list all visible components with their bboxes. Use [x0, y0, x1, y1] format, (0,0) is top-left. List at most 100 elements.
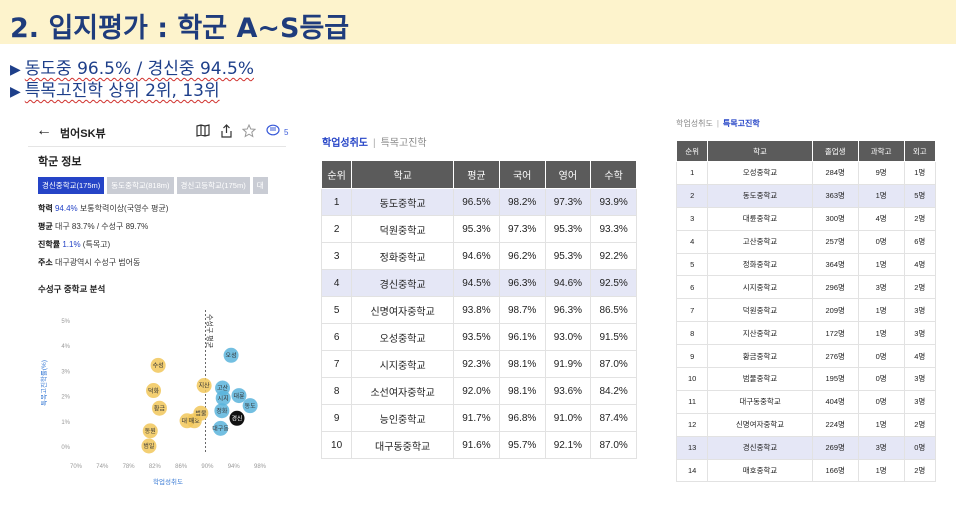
comment-icon[interactable]	[266, 124, 280, 140]
table-cell: 3명	[857, 435, 905, 460]
table-cell: 92.1%	[544, 431, 592, 459]
table-cell: 172명	[811, 321, 859, 346]
tab-special-highschool[interactable]: 특목고진학	[722, 119, 760, 128]
table-cell: 92.2%	[590, 242, 637, 270]
table-cell: 98.1%	[498, 377, 546, 405]
table-cell: 91.5%	[590, 323, 637, 351]
tab-special-highschool[interactable]: 특목고진학	[380, 138, 427, 149]
table-cell: 94.6%	[544, 269, 592, 297]
table-cell: 9명	[857, 161, 905, 185]
share-icon[interactable]	[220, 124, 233, 141]
data-point-label: 동원	[145, 427, 156, 435]
table-cell: 9	[320, 404, 353, 432]
table-cell: 2	[675, 183, 709, 208]
data-point-label: 동도	[245, 403, 257, 410]
table-cell: 95.3%	[544, 242, 592, 270]
table-cell: 94.5%	[453, 269, 500, 297]
map-icon[interactable]	[196, 124, 210, 140]
table-cell: 경신중학교	[707, 435, 813, 460]
column-header: 순위	[320, 160, 353, 189]
table-cell: 6	[675, 275, 709, 300]
table-cell: 신명여자중학교	[351, 296, 455, 324]
x-tick-label: 70%	[70, 464, 83, 470]
table-cell: 3	[320, 242, 353, 270]
table-cell: 93.0%	[544, 323, 592, 351]
table-cell: 1명	[857, 412, 905, 437]
data-point	[141, 438, 157, 454]
column-header: 평균	[453, 160, 500, 189]
chip-school[interactable]: 대	[252, 177, 268, 194]
info-text: 대구 83.7% / 수성구 89.7%	[54, 222, 149, 231]
data-point-label: 고산	[217, 384, 229, 392]
table-row: 10 대구동중학교 91.6% 95.7% 92.1% 87.0%	[320, 431, 637, 459]
table-cell: 84.2%	[590, 377, 637, 405]
info-text: 보통학력이상(국영수 평균)	[79, 204, 169, 213]
table-row: 5 정화중학교 364명 1명 4명	[675, 252, 937, 277]
table-cell: 87.0%	[590, 350, 637, 378]
data-point	[223, 347, 239, 363]
data-point-label: 정화	[216, 408, 228, 415]
table-row: 2 동도중학교 363명 1명 5명	[675, 183, 937, 208]
table-cell: 269명	[811, 435, 859, 460]
table-row: 10 범물중학교 195명 0명 3명	[675, 367, 937, 391]
table-cell: 0명	[857, 389, 905, 414]
data-point	[146, 383, 162, 399]
table-cell: 86.5%	[590, 296, 637, 324]
x-tick-label: 82%	[149, 464, 162, 470]
chip-school[interactable]: 동도중학교(818m)	[107, 177, 174, 194]
table-cell: 3명	[903, 389, 937, 414]
table-cell: 87.4%	[590, 404, 637, 432]
table-cell: 시지중학교	[351, 350, 455, 378]
table-cell: 9	[675, 344, 709, 369]
y-tick-label: 0%	[61, 445, 70, 451]
table-cell: 정화중학교	[351, 242, 455, 270]
table-row: 14 매호중학교 166명 1명 2명	[675, 458, 937, 483]
table-cell: 능인중학교	[351, 404, 455, 432]
table-cell: 95.3%	[544, 215, 592, 243]
x-tick-label: 74%	[96, 464, 109, 470]
table-cell: 96.1%	[498, 323, 546, 351]
table-row: 1 동도중학교 96.5% 98.2% 97.3% 93.9%	[320, 188, 637, 216]
y-tick-label: 5%	[61, 319, 70, 325]
info-label: 주소	[38, 258, 53, 267]
data-point	[193, 405, 209, 421]
table-row: 8 지산중학교 172명 1명 3명	[675, 321, 937, 346]
app-top-bar: ← 범어SK뷰 5	[36, 122, 288, 144]
table-cell: 8	[675, 321, 709, 346]
chip-school[interactable]: 경신고등학교(175m)	[176, 177, 250, 194]
column-header: 국어	[498, 160, 546, 189]
table-cell: 166명	[811, 458, 859, 483]
title-bar	[0, 0, 956, 44]
info-label: 평균	[38, 222, 53, 231]
table-cell: 4명	[857, 206, 905, 231]
table-cell: 95.3%	[453, 215, 500, 243]
info-average: 평균 대구 83.7% / 수성구 89.7%	[38, 221, 148, 232]
data-point	[213, 420, 229, 436]
table-cell: 매호중학교	[707, 458, 813, 483]
table-cell: 3	[675, 206, 709, 231]
table-cell: 91.0%	[544, 404, 592, 432]
table-cell: 5명	[903, 183, 937, 208]
x-tick-label: 94%	[228, 464, 241, 470]
back-arrow-icon[interactable]: ←	[36, 122, 52, 139]
table-cell: 1명	[857, 298, 905, 323]
column-header: 외고	[903, 140, 937, 162]
table-cell: 92.3%	[453, 350, 500, 378]
data-point-label: 수성	[153, 362, 164, 370]
x-tick-label: 78%	[123, 464, 136, 470]
data-point-label: 오성	[226, 351, 237, 359]
data-point	[242, 398, 258, 414]
table-cell: 97.3%	[498, 215, 546, 243]
tab-achievement[interactable]: 학업성취도	[322, 138, 368, 149]
table-cell: 93.3%	[590, 215, 637, 243]
data-point-label: 매호	[189, 417, 201, 425]
data-point-label: 경신	[231, 414, 242, 422]
tab-achievement[interactable]: 학업성취도	[676, 119, 713, 128]
table-cell: 11	[675, 389, 709, 414]
column-header: 졸업생	[811, 140, 859, 162]
table-cell: 93.9%	[590, 188, 637, 216]
chip-school[interactable]: 경신중학교(175m)	[38, 177, 105, 194]
star-icon[interactable]	[241, 123, 257, 141]
x-tick-label: 90%	[201, 464, 214, 470]
tab-separator: |	[373, 138, 376, 149]
